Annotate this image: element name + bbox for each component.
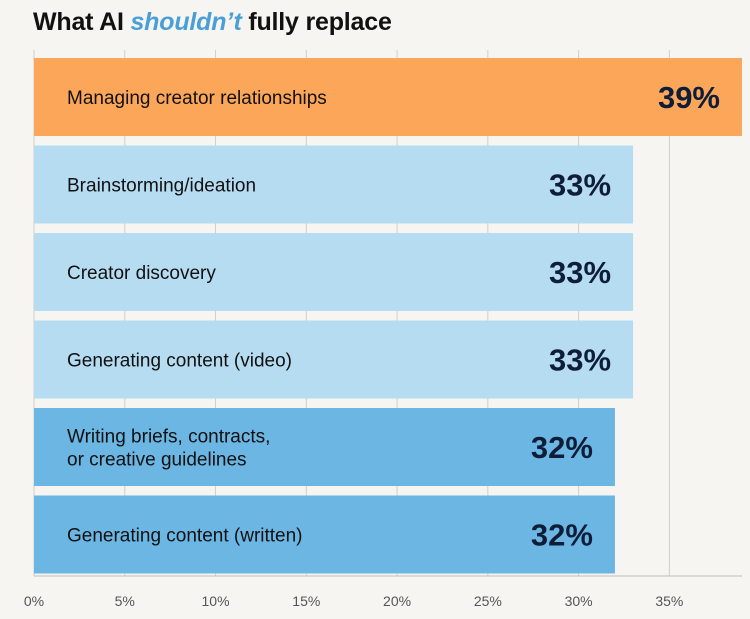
category-label-line: Writing briefs, contracts,	[67, 427, 270, 448]
category-label-line: Generating content (video)	[67, 351, 292, 372]
category-label-line: Generating content (written)	[67, 526, 303, 547]
x-tick-label: 0%	[24, 593, 44, 609]
bar	[34, 495, 615, 574]
x-tick-label: 25%	[474, 593, 502, 609]
bar	[34, 233, 634, 311]
bar	[34, 58, 742, 136]
category-label-line: Managing creator relationships	[67, 88, 327, 109]
value-label: 32%	[531, 430, 593, 465]
category-label: Brainstorming/ideation	[67, 176, 256, 197]
category-label-line: Creator discovery	[67, 263, 216, 284]
x-tick-label: 30%	[565, 593, 593, 609]
category-label-line: Brainstorming/ideation	[67, 176, 256, 197]
category-label: Generating content (written)	[67, 526, 303, 547]
chart-title: What AI shouldn’t fully replace	[33, 8, 392, 37]
category-label: Creator discovery	[67, 263, 216, 284]
bars	[34, 58, 742, 574]
title-emphasis: shouldn’t	[130, 8, 242, 36]
title-part-2: fully replace	[241, 8, 392, 36]
x-axis: 0% 5% 10% 15% 20% 25% 30% 35%	[24, 575, 742, 609]
x-tick-label: 35%	[655, 593, 683, 609]
bar	[34, 320, 634, 399]
x-tick-label: 20%	[383, 593, 411, 609]
x-tick-label: 15%	[292, 593, 320, 609]
value-label: 33%	[549, 255, 611, 290]
x-tick-label: 5%	[115, 593, 135, 609]
category-label: Writing briefs, contracts, or creative gu…	[67, 427, 270, 471]
bar	[34, 408, 615, 486]
value-label: 39%	[658, 80, 720, 115]
value-label: 33%	[549, 343, 611, 378]
value-label: 33%	[549, 168, 611, 203]
gridlines	[33, 50, 670, 576]
title-part-1: What AI	[33, 8, 131, 36]
category-label-line: or creative guidelines	[67, 450, 247, 471]
category-label: Generating content (video)	[67, 351, 292, 372]
category-label: Managing creator relationships	[67, 88, 327, 109]
bar	[34, 145, 634, 224]
value-label: 32%	[531, 518, 593, 553]
bar-labels: Managing creator relationships 39% Brainst…	[67, 80, 720, 553]
x-tick-label: 10%	[202, 593, 230, 609]
